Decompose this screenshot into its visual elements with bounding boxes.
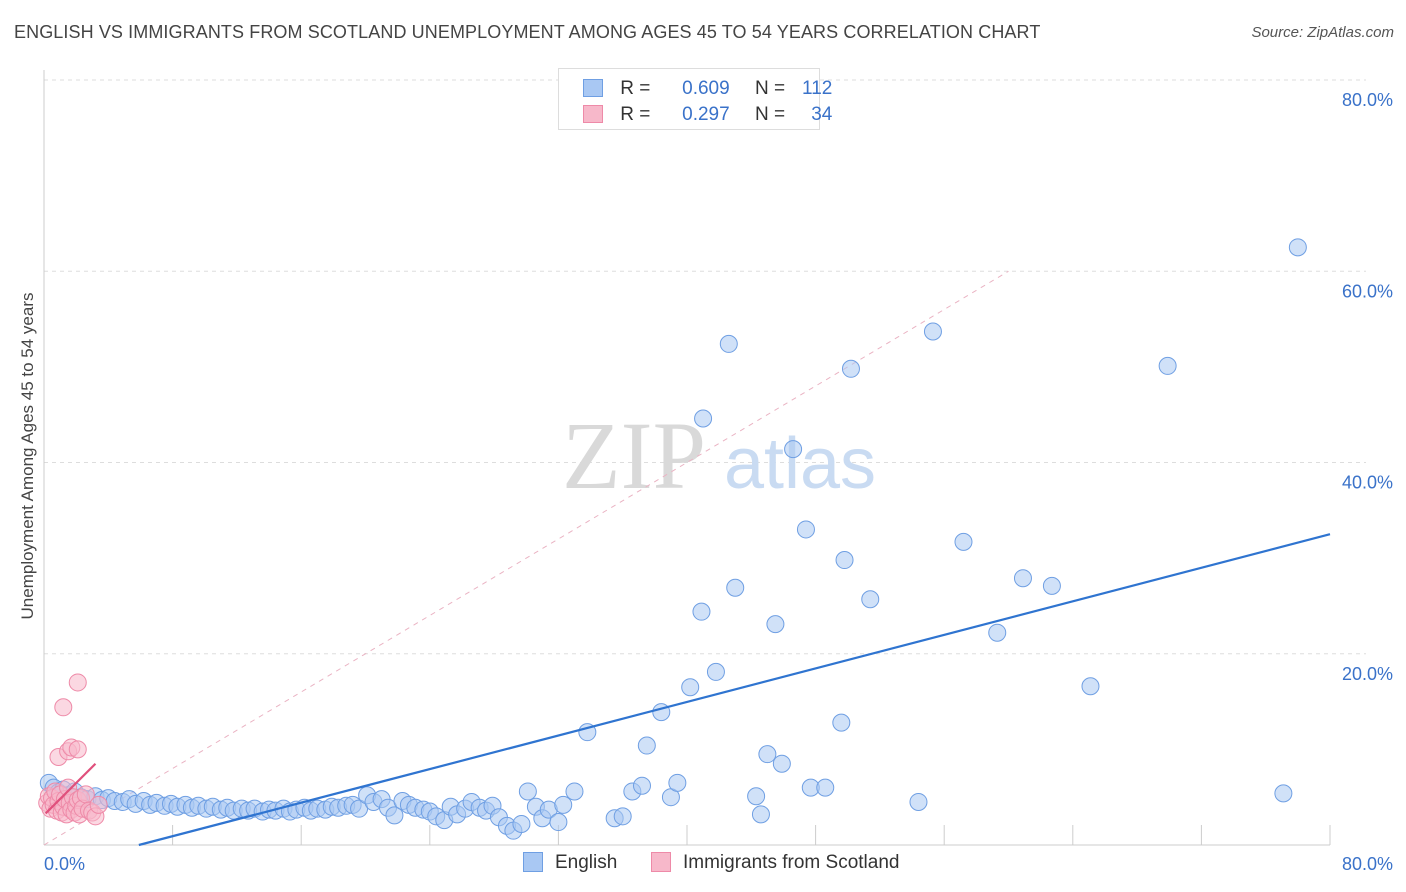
scotland-legend-label: Immigrants from Scotland xyxy=(683,852,900,873)
english-point xyxy=(554,795,573,814)
scotland-point xyxy=(89,795,108,814)
english-point xyxy=(766,615,785,634)
correlation-legend: R = 0.609 N = 112 R = 0.297 N = 34 xyxy=(558,68,832,130)
legend-row-scotland: R = 0.297 N = 34 xyxy=(583,104,832,128)
english-point xyxy=(835,551,854,570)
trend-lines xyxy=(44,533,1331,847)
english-point xyxy=(668,773,687,792)
y-tick-label: 40.0% xyxy=(1342,473,1393,493)
x-tick-max: 80.0% xyxy=(1342,854,1393,874)
x-tick-labels: 0.0% 80.0% xyxy=(44,854,1393,874)
y-tick-label: 80.0% xyxy=(1342,90,1393,110)
english-trend-line xyxy=(138,533,1331,847)
english-point xyxy=(1158,356,1177,375)
english-point xyxy=(632,776,651,795)
english-point xyxy=(512,814,531,833)
english-point xyxy=(832,713,851,732)
english-point xyxy=(518,782,537,801)
english-r-value: 0.609 xyxy=(682,78,730,99)
english-point xyxy=(796,520,815,539)
english-point xyxy=(719,334,738,353)
english-point xyxy=(1288,238,1307,257)
legend-row-english: R = 0.609 N = 112 xyxy=(583,78,832,102)
english-swatch xyxy=(583,79,603,97)
x-tick-min: 0.0% xyxy=(44,854,85,874)
series-legend-english: English xyxy=(523,852,617,874)
english-point xyxy=(1013,569,1032,588)
english-point xyxy=(565,782,584,801)
n-label: N = xyxy=(754,104,786,125)
scotland-legend-swatch xyxy=(651,852,671,872)
english-point xyxy=(751,805,770,824)
english-point xyxy=(1042,576,1061,595)
english-point xyxy=(1274,784,1293,803)
english-point xyxy=(909,792,928,811)
english-point xyxy=(772,754,791,773)
r-label: R = xyxy=(620,78,651,99)
english-point xyxy=(385,806,404,825)
english-point xyxy=(816,778,835,797)
scotland-point xyxy=(54,698,73,717)
scotland-r-value: 0.297 xyxy=(682,104,730,125)
english-point xyxy=(747,787,766,806)
watermark-zip: ZIP xyxy=(562,402,706,509)
english-point xyxy=(954,532,973,551)
english-point xyxy=(988,623,1007,642)
english-points xyxy=(39,238,1307,840)
english-point xyxy=(692,602,711,621)
source-credit: Source: ZipAtlas.com xyxy=(1251,24,1394,41)
english-point xyxy=(637,736,656,755)
scotland-n-value: 34 xyxy=(811,104,833,125)
gridlines xyxy=(44,79,1366,845)
english-point xyxy=(613,807,632,826)
scotland-points xyxy=(38,673,108,826)
n-label: N = xyxy=(754,78,786,99)
watermark: ZIP atlas xyxy=(562,402,876,509)
y-tick-label: 20.0% xyxy=(1342,664,1393,684)
english-point xyxy=(706,662,725,681)
series-legend-scotland: Immigrants from Scotland xyxy=(651,852,899,874)
english-point xyxy=(694,409,713,428)
english-point xyxy=(861,590,880,609)
scotland-swatch xyxy=(583,105,603,123)
y-tick-label: 60.0% xyxy=(1342,281,1393,301)
english-legend-swatch xyxy=(523,852,543,872)
english-point xyxy=(549,813,568,832)
identity-line xyxy=(43,270,1009,846)
watermark-atlas: atlas xyxy=(724,424,876,504)
english-n-value: 112 xyxy=(802,78,833,99)
chart-title: ENGLISH VS IMMIGRANTS FROM SCOTLAND UNEM… xyxy=(14,22,1041,42)
english-point xyxy=(923,322,942,341)
axes xyxy=(43,70,1330,846)
english-point xyxy=(681,678,700,697)
english-point xyxy=(1081,677,1100,696)
english-point xyxy=(784,440,803,459)
english-point xyxy=(726,578,745,597)
english-legend-label: English xyxy=(555,852,618,873)
r-label: R = xyxy=(620,104,651,125)
scotland-point xyxy=(68,740,87,759)
english-point xyxy=(758,745,777,764)
y-tick-labels: 20.0% 40.0% 60.0% 80.0% xyxy=(1342,90,1393,684)
scotland-point xyxy=(68,673,87,692)
english-point xyxy=(841,359,860,378)
reference-diagonal xyxy=(43,270,1009,846)
scotland-trend-line xyxy=(44,762,97,815)
